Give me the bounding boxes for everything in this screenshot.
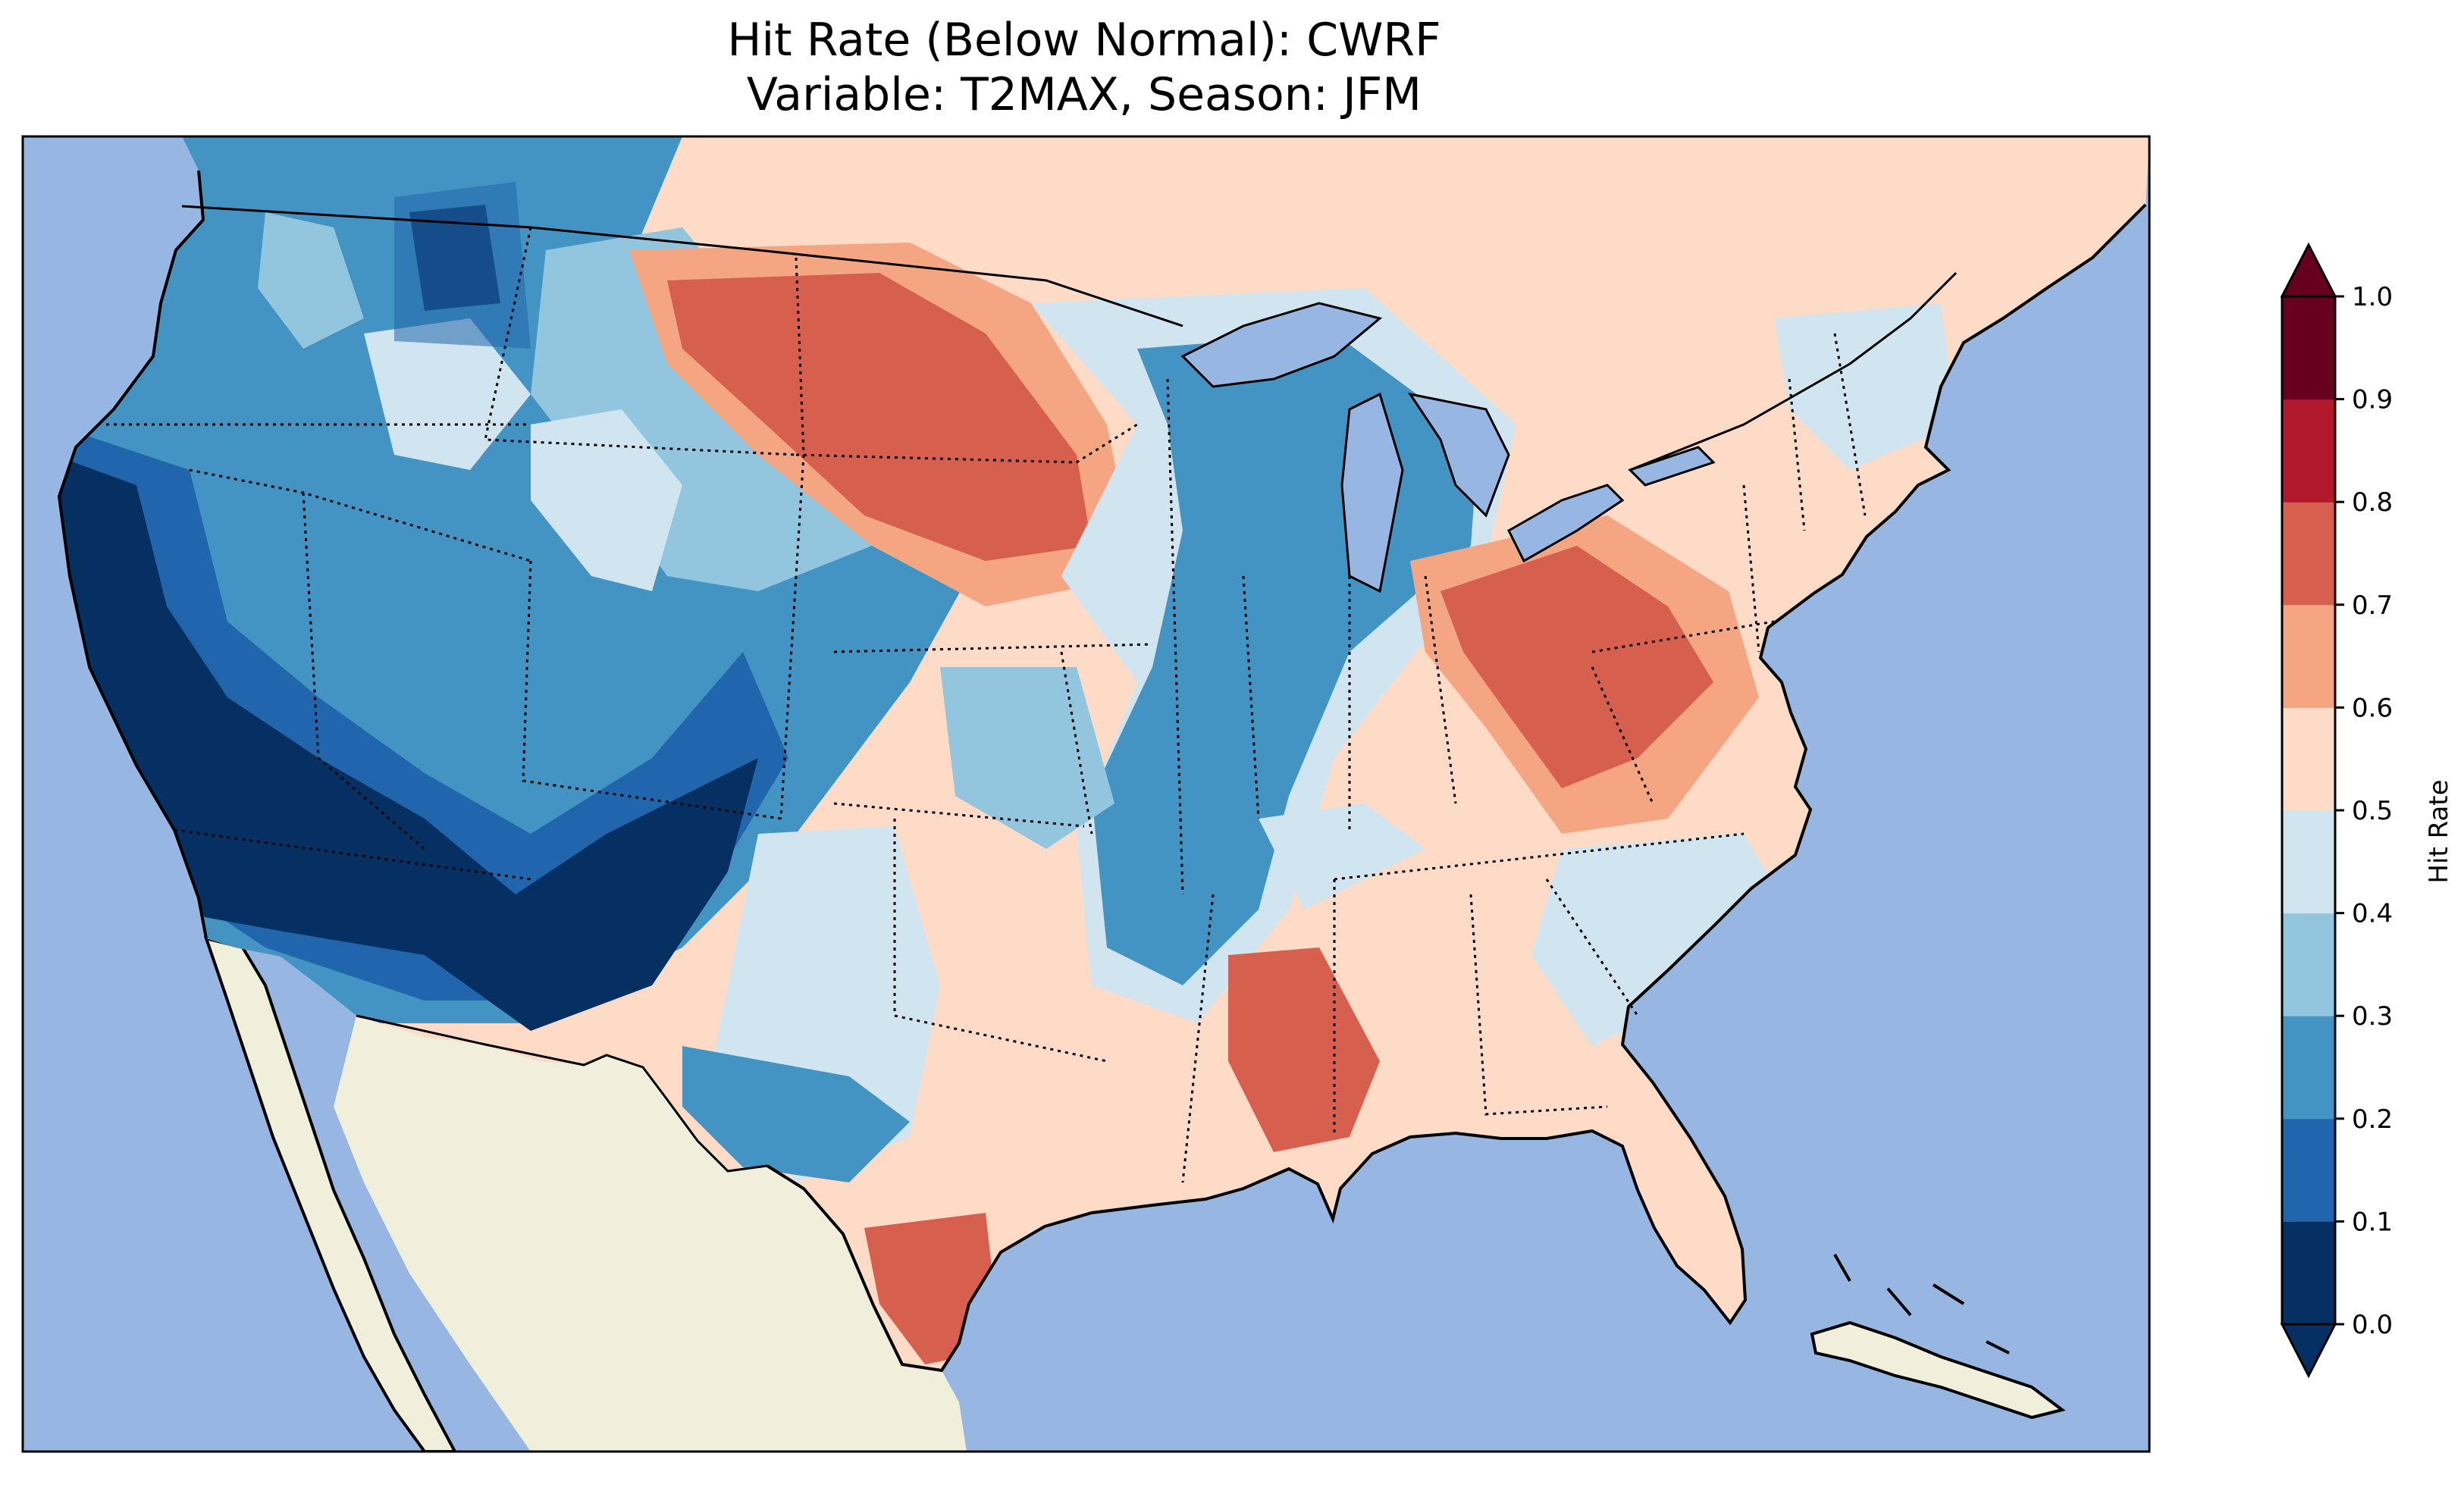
baja-california — [203, 936, 457, 1452]
colorbar-tick-label: 0.8 — [2352, 487, 2393, 518]
colorbar-bin — [2282, 604, 2335, 708]
chart-title-line-1: Hit Rate (Below Normal): CWRF — [727, 14, 1441, 67]
colorbar-tick-label: 0.1 — [2352, 1207, 2393, 1237]
colorbar-tick-label: 0.5 — [2352, 796, 2393, 826]
colorbar-bin — [2282, 1221, 2335, 1325]
coastlines — [57, 170, 2147, 1373]
colorbar-label: Hit Rate — [2424, 779, 2454, 883]
colorbar-tick-label: 0.0 — [2352, 1310, 2393, 1340]
great-lakes — [1180, 302, 1716, 594]
cuba — [1810, 1320, 2066, 1420]
chart-title-line-2: Variable: T2MAX, Season: JFM — [746, 68, 1422, 121]
colorbar-tick-label: 0.3 — [2352, 1001, 2393, 1032]
state-borders — [106, 227, 1867, 1183]
map-frame — [21, 135, 2151, 1453]
colorbar-bin — [2282, 810, 2335, 914]
colorbar-bin — [2282, 913, 2335, 1016]
colorbar-bin — [2282, 399, 2335, 503]
colorbar-tick-label: 0.9 — [2352, 385, 2393, 415]
colorbar-bin — [2282, 1118, 2335, 1222]
colorbar-bin — [2282, 1016, 2335, 1120]
mexico — [334, 1016, 967, 1452]
colorbar-tick-label: 0.7 — [2352, 590, 2393, 621]
colorbar-bin — [2282, 502, 2335, 606]
colorbar-tick-label: 1.0 — [2352, 282, 2393, 312]
colorbar-bin — [2282, 296, 2335, 400]
colorbar-tick-label: 0.6 — [2352, 693, 2393, 723]
colorbar-tick-label: 0.4 — [2352, 899, 2393, 929]
colorbar-extend-min — [2280, 1323, 2337, 1379]
international-border — [181, 205, 1958, 1173]
bahamas — [1833, 1254, 2010, 1355]
colorbar-extend-max — [2280, 242, 2337, 298]
colorbar-tick-label: 0.2 — [2352, 1104, 2393, 1135]
colorbar-bin — [2282, 707, 2335, 811]
